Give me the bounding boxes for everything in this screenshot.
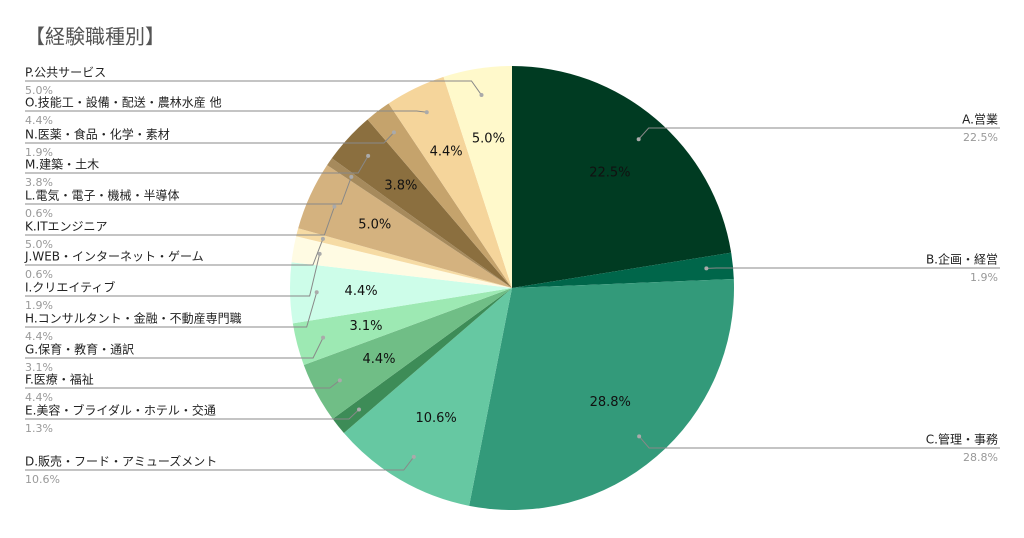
- leader-line: [25, 456, 415, 471]
- slice-label: 10.6%: [415, 411, 456, 426]
- slice-label: 28.8%: [590, 395, 631, 410]
- legend-label: P.公共サービス: [25, 66, 106, 80]
- leader-line: [25, 253, 321, 297]
- leader-dot: [321, 335, 326, 340]
- pie-slice: [296, 228, 512, 288]
- pie-slice: [298, 165, 512, 288]
- leader-line: [25, 238, 324, 266]
- legend-label: J.WEB・インターネット・ゲーム: [24, 250, 204, 264]
- pie-slice: [331, 119, 512, 288]
- legend-value: 1.9%: [25, 146, 53, 159]
- slice-label: 5.0%: [472, 131, 505, 146]
- pie-slice: [512, 252, 734, 288]
- leader-line: [25, 409, 360, 420]
- leader-dot: [314, 290, 319, 295]
- leader-dot: [637, 434, 642, 439]
- leader-dot: [424, 110, 429, 115]
- legend-label: I.クリエイティブ: [25, 280, 115, 295]
- legend-label: M.建築・土木: [25, 157, 99, 172]
- pie-slice: [290, 262, 512, 324]
- legend-value: 4.4%: [25, 330, 53, 343]
- legend-value: 0.6%: [25, 207, 53, 220]
- legend-value: 1.3%: [25, 422, 53, 435]
- leader-line: [25, 155, 369, 174]
- legend-value: 4.4%: [25, 114, 53, 127]
- legend-value: 28.8%: [963, 451, 998, 464]
- legend-value: 4.4%: [25, 391, 53, 404]
- legend-value: 1.9%: [970, 271, 998, 284]
- legend-label: F.医療・福祉: [25, 372, 94, 387]
- pie-slice: [367, 103, 512, 288]
- legend-label: A.営業: [962, 113, 998, 127]
- leader-dot: [349, 174, 354, 179]
- legend-label: D.販売・フード・アミューズメント: [25, 454, 217, 469]
- legend-label: O.技能工・設備・配送・農林水産 他: [25, 95, 222, 110]
- legend-value: 0.6%: [25, 268, 53, 281]
- leader-line: [25, 379, 341, 389]
- pie-slice: [343, 288, 512, 506]
- chart-title: 【経験職種別】: [25, 25, 165, 49]
- leader-dot: [636, 137, 641, 142]
- slice-label: 3.8%: [384, 178, 417, 193]
- legend-label: E.美容・ブライダル・ホテル・交通: [25, 403, 216, 418]
- leader-dot: [704, 266, 709, 271]
- leader-line: [25, 110, 427, 113]
- legend-label: B.企画・経営: [926, 252, 998, 267]
- legend-value: 3.1%: [25, 361, 53, 374]
- legend-label: N.医薬・食品・化学・素材: [25, 127, 170, 142]
- pie-slice: [303, 288, 512, 419]
- leader-line: [25, 132, 395, 144]
- pie-slice: [332, 288, 512, 433]
- leader-line: [25, 206, 335, 236]
- slice-label: 4.4%: [345, 284, 378, 299]
- leader-dot: [411, 454, 416, 459]
- legend-value: 3.8%: [25, 176, 53, 189]
- leader-line: [25, 337, 324, 359]
- leader-dot: [479, 93, 484, 98]
- slice-label: 4.4%: [430, 145, 463, 160]
- slice-label: 5.0%: [358, 218, 391, 233]
- leader-dot: [317, 251, 322, 256]
- legend-value: 22.5%: [963, 131, 998, 144]
- pie-slice: [291, 236, 512, 288]
- pie-slice: [292, 288, 512, 366]
- leader-dot: [391, 130, 396, 135]
- slice-label: 22.5%: [589, 166, 630, 181]
- pie-slice: [512, 66, 732, 288]
- leader-line: [25, 176, 352, 205]
- leader-line: [638, 436, 1000, 449]
- legend-value: 10.6%: [25, 473, 60, 486]
- pie-slice: [327, 158, 512, 288]
- pie-slice: [443, 66, 512, 288]
- leader-dot: [337, 378, 342, 383]
- legend-label: K.ITエンジニア: [25, 220, 108, 234]
- legend-label: G.保育・教育・通訳: [25, 342, 134, 357]
- leader-dot: [366, 153, 371, 158]
- leader-dot: [332, 204, 337, 209]
- pie-slice: [469, 278, 734, 511]
- leader-dot: [356, 407, 361, 412]
- slice-label: 3.1%: [349, 319, 382, 334]
- legend-value: 1.9%: [25, 299, 53, 312]
- pie-slice: [388, 76, 512, 288]
- legend-label: L.電気・電子・機械・半導体: [25, 188, 180, 203]
- leader-line: [25, 292, 318, 328]
- leader-line: [638, 127, 1000, 140]
- leader-line: [25, 80, 482, 96]
- legend-value: 5.0%: [25, 84, 53, 97]
- legend-label: C.管理・事務: [926, 432, 998, 447]
- slice-label: 4.4%: [362, 352, 395, 367]
- legend-label: H.コンサルタント・金融・不動産専門職: [25, 311, 242, 326]
- leader-dot: [320, 236, 325, 241]
- legend-value: 5.0%: [25, 238, 53, 251]
